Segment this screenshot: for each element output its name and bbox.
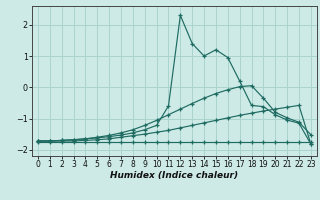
X-axis label: Humidex (Indice chaleur): Humidex (Indice chaleur) [110,171,238,180]
